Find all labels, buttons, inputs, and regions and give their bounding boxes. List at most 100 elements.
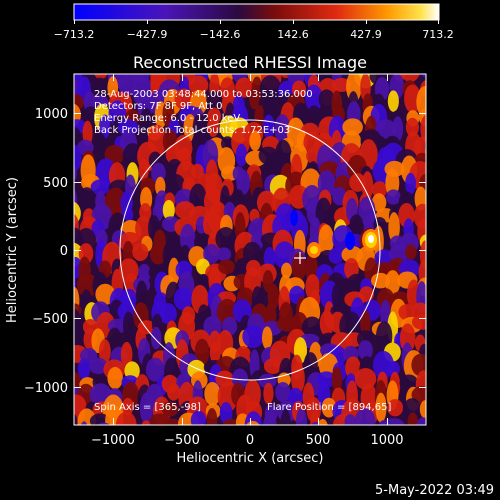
image-blob [249,87,260,110]
info-annotations: 28-Aug-2003 03:48:44.000 to 03:53:36.000… [94,89,391,413]
footer-date: 5-May-2022 03:49 [375,483,494,498]
image-blob [135,280,148,309]
y-tick-label: 1000 [35,107,68,122]
image-blob [318,89,335,110]
image-blob [164,418,181,425]
image-blob [428,427,442,449]
image-blob [161,401,179,417]
image-plot: 28-Aug-2003 03:48:44.000 to 03:53:36.000… [73,69,452,457]
image-blob [349,214,364,235]
image-blob [421,74,426,78]
image-blob [145,357,165,382]
y-tick-label: −500 [32,312,68,327]
image-blob [432,356,446,381]
image-blob [411,314,426,330]
image-blob [428,116,449,139]
image-blob [317,170,336,198]
image-blob [207,117,219,137]
image-blob [305,84,323,112]
image-blob [150,244,167,265]
image-blob [354,408,376,425]
image-blob [242,325,264,349]
image-blob [274,431,287,451]
plot-title: Reconstructed RHESSI Image [133,53,367,72]
image-blob [434,340,448,367]
image-blob [405,117,419,137]
image-blob [77,358,91,380]
image-blob [115,411,137,425]
image-blob [430,205,443,225]
image-blob [149,413,171,425]
image-blob [219,402,233,424]
image-blob [431,409,451,432]
image-blob [74,144,82,173]
image-blob [328,247,344,264]
image-blob [361,171,374,201]
image-blob [360,309,371,337]
image-blob [291,252,307,281]
x-tick-marks [113,74,388,425]
image-blob [392,116,404,142]
image-blob [386,189,401,205]
image-blob [428,223,449,254]
image-blob [375,321,393,352]
image-blob [401,74,420,83]
image-blob [354,424,360,425]
image-blob [429,217,440,234]
image-blob [291,362,305,394]
image-blob [291,80,307,98]
image-blob [274,114,291,143]
image-blob [235,77,254,98]
colorbar-tick-label: −427.9 [127,28,168,41]
colorbar-tick-label: −713.2 [54,28,95,41]
image-blob [420,114,426,143]
bright-source [310,246,318,254]
image-blob [429,326,444,352]
image-blob [427,390,448,410]
image-blob [331,282,344,310]
image-blob [138,158,149,182]
image-blob [94,74,108,80]
image-blob [388,212,400,243]
image-blob [387,399,404,417]
image-blob [249,130,261,152]
image-blob [375,392,387,423]
y-tick-label: 500 [43,176,68,191]
image-blob [254,104,265,128]
bright-source [345,232,355,250]
image-blob [263,411,277,425]
image-blob [90,77,110,94]
colorbar-tick-label: 142.6 [277,28,309,41]
image-blob [90,179,111,195]
flare-position-text: Flare Position = [894,65] [267,402,391,413]
method-counts-text: Back Projection Total counts: 1.72E+03 [94,125,290,136]
image-blob [419,400,426,419]
image-blob [203,426,217,451]
image-blob [311,421,320,425]
image-blob [209,341,221,364]
image-blob [425,318,426,330]
image-blob [415,426,435,457]
image-blob [259,75,282,102]
colorbar-tick-label: 713.2 [422,28,454,41]
image-blob [159,303,177,325]
image-blob [430,69,452,86]
image-blob [215,227,237,251]
image-blob [263,382,274,405]
image-blob [166,173,185,195]
image-blob [74,165,77,183]
image-blob [122,143,144,171]
image-blob [235,143,248,167]
image-blob [203,209,222,239]
image-blob [118,76,137,95]
image-blob [217,247,232,262]
detectors-text: Detectors: 7F 8F 9F, Att 0 [94,101,222,112]
image-blob [295,408,307,425]
image-blob [173,287,193,311]
image-blob [204,381,221,406]
image-blob [430,189,446,205]
image-blob [99,114,111,139]
y-tick-label: 0 [60,244,68,259]
image-blob [424,138,426,153]
image-blob [375,119,397,139]
